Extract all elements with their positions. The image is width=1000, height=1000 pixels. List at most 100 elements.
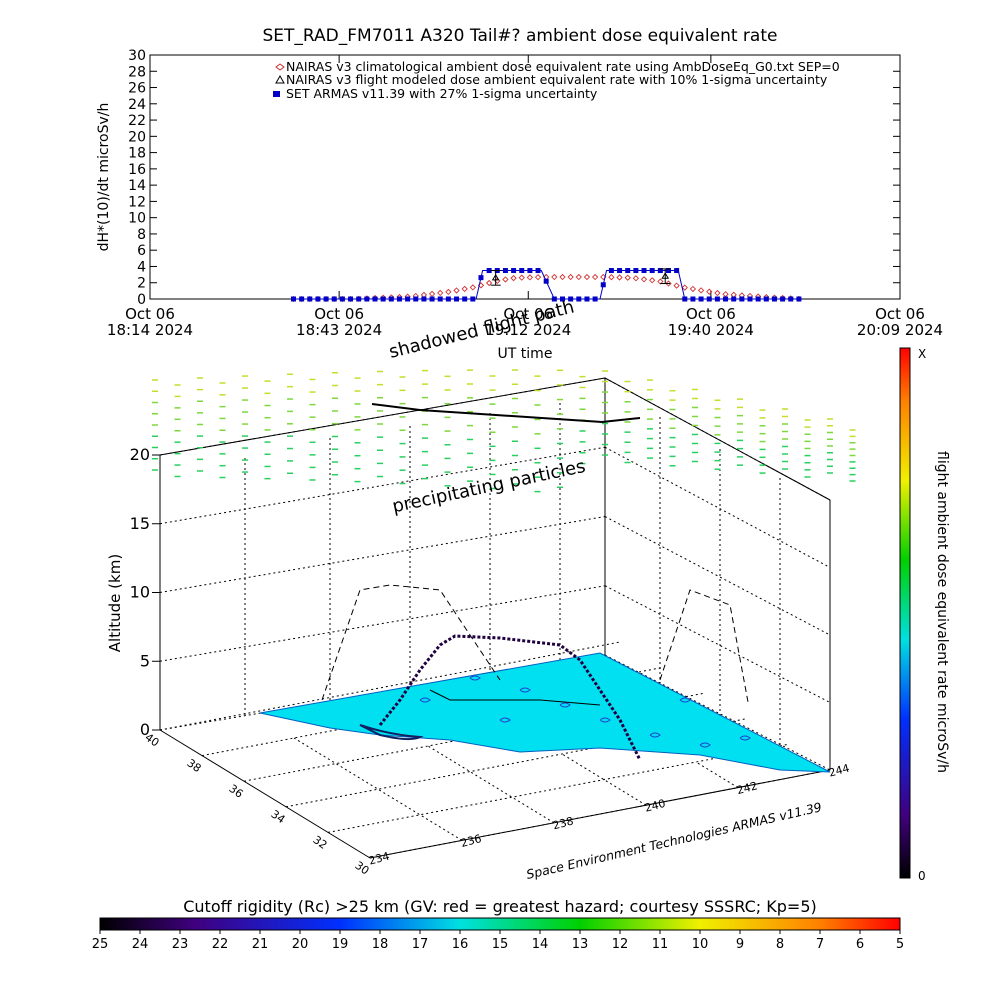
x-tick-label: 20:09 2024	[857, 321, 943, 339]
nairas-clim-point	[583, 273, 591, 281]
rigidity-tick-label: 16	[452, 937, 469, 952]
armas-point	[396, 296, 402, 302]
rigidity-colorbar-title: Cutoff rigidity (Rc) >25 km (GV: red = g…	[183, 897, 817, 916]
rigidity-tick-label: 23	[172, 937, 189, 952]
nairas-clim-point	[600, 273, 607, 281]
lat-tick-label: 32	[311, 833, 330, 852]
armas-point	[568, 296, 574, 302]
lon-tick-label: 242	[735, 779, 759, 797]
rigidity-tick-label: 11	[652, 937, 669, 952]
nairas-clim-point	[665, 280, 672, 287]
y-tick-label: 20	[128, 129, 146, 145]
alt-grid-line	[604, 654, 831, 771]
armas-point	[674, 268, 680, 274]
floor-edge	[159, 729, 371, 859]
armas-point	[364, 296, 370, 302]
surface-contour	[469, 675, 481, 681]
nairas-flight-point	[491, 273, 500, 281]
armas-point	[560, 296, 565, 302]
armas-point	[348, 296, 354, 302]
rigidity-tick-label: 12	[612, 937, 629, 952]
armas-point	[600, 282, 606, 288]
nairas-clim-point	[697, 287, 705, 294]
nairas-clim-point	[445, 288, 452, 296]
nairas-clim-point	[649, 277, 656, 284]
x-tick-label: Oct 06	[875, 305, 925, 323]
floor-grid-line	[369, 769, 831, 859]
nairas-clim-point	[591, 273, 599, 281]
x-tick-label: Oct 06	[314, 305, 364, 323]
armas-point	[576, 296, 582, 302]
armas-point	[413, 296, 419, 302]
shadow-flight-path	[371, 403, 641, 424]
surface-contour	[499, 717, 511, 723]
armas-point	[339, 296, 345, 302]
y-tick-label: 24	[128, 97, 146, 113]
lat-tick-label: 36	[227, 782, 246, 801]
armas-point	[617, 268, 623, 274]
armas-point	[299, 296, 305, 302]
rigidity-tick-label: 21	[252, 937, 269, 952]
armas-point	[755, 296, 761, 302]
nairas-clim-point	[518, 274, 525, 281]
surface-contour	[559, 702, 571, 708]
nairas-clim-point	[526, 274, 534, 281]
armas-point	[519, 268, 525, 274]
nairas-clim-point	[681, 284, 688, 291]
alt-grid-line	[159, 446, 606, 525]
armas-point	[771, 296, 777, 302]
nairas-clim-point	[534, 274, 542, 281]
armas-point	[445, 296, 451, 302]
nairas-clim-point	[477, 282, 485, 289]
armas-point	[315, 296, 321, 302]
y-axis-label: dH*(10)/dt microSv/h	[96, 103, 112, 252]
rigidity-tick-label: 19	[332, 937, 349, 952]
armas-point	[551, 296, 557, 302]
armas-point	[625, 268, 631, 274]
surface-contour	[739, 735, 751, 741]
y-tick-label: 8	[137, 227, 146, 243]
z-tick-label: 10	[130, 583, 150, 602]
armas-point	[372, 296, 378, 302]
lon-tick-label: 240	[643, 797, 667, 815]
floor-grid-line	[293, 737, 463, 841]
armas-point	[454, 296, 460, 302]
x-tick-label: 19:40 2024	[668, 321, 754, 339]
nairas-clim-point	[640, 276, 648, 283]
armas-point	[731, 296, 737, 302]
y-tick-label: 18	[128, 146, 146, 162]
legend-entry: NAIRAS v3 flight modeled dose ambient eq…	[286, 72, 828, 87]
dose-colorbar-label: flight ambient dose equivalent rate micr…	[934, 451, 950, 773]
legend-entry: SET ARMAS v11.39 with 27% 1-sigma uncert…	[286, 86, 598, 101]
nairas-flight-point	[661, 272, 670, 279]
lon-tick-label: 236	[459, 832, 483, 850]
x-tick-label: 19:12 2024	[485, 321, 571, 339]
armas-point	[437, 296, 443, 302]
nairas-clim-point	[616, 274, 623, 281]
z-tick-label: 15	[130, 514, 150, 533]
surface-contour	[679, 697, 691, 703]
x-tick-label: Oct 06	[503, 305, 553, 323]
armas-point	[714, 296, 720, 302]
armas-line	[293, 270, 803, 300]
legend-marker	[275, 63, 285, 71]
ground-track	[429, 689, 601, 706]
armas-point	[421, 296, 427, 302]
x-axis-label: UT time	[498, 346, 553, 362]
nairas-clim-point	[551, 273, 558, 281]
z-tick-label: 0	[140, 720, 150, 739]
nairas-clim-point	[559, 273, 566, 281]
armas-point	[780, 296, 786, 302]
armas-point	[527, 268, 533, 274]
y-tick-label: 14	[128, 178, 146, 194]
y-tick-label: 0	[137, 292, 146, 308]
floor-grid-line	[561, 753, 647, 806]
y-tick-label: 16	[128, 162, 146, 178]
rigidity-tick-label: 18	[372, 937, 389, 952]
nairas-clim-point	[494, 277, 501, 284]
armas-point	[747, 296, 753, 302]
y-tick-label: 2	[137, 276, 146, 292]
armas-point	[511, 268, 517, 274]
x-tick-label: 18:14 2024	[107, 321, 193, 339]
rigidity-tick-label: 7	[816, 937, 824, 952]
